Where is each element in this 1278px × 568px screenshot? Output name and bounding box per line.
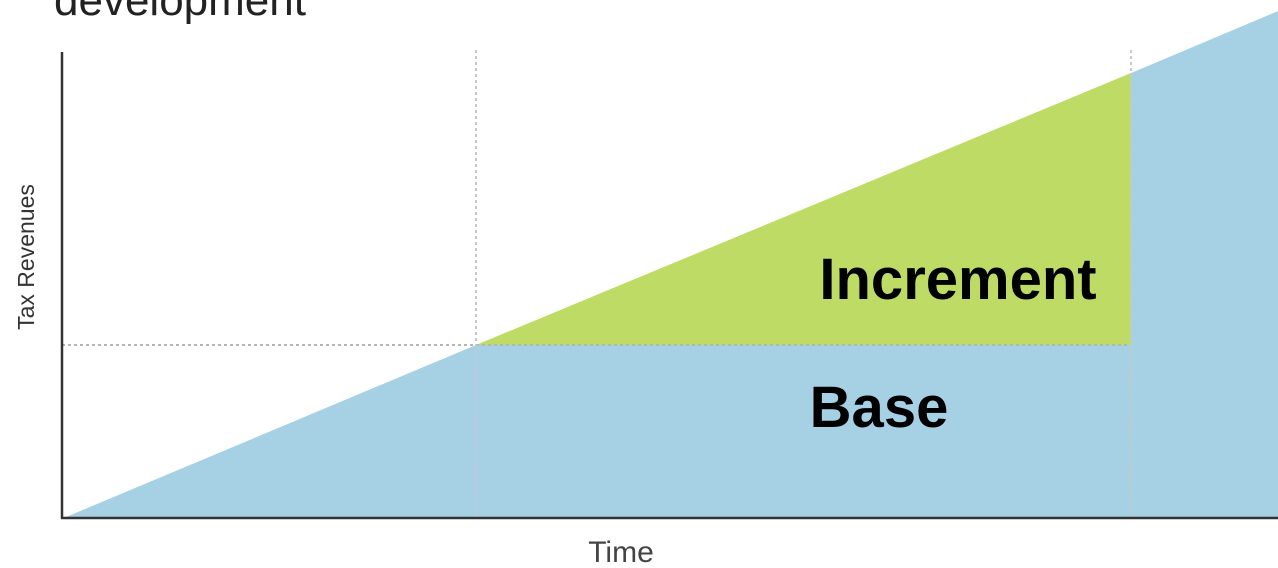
base-label: Base — [810, 375, 949, 440]
y-axis-label: Tax Revenues — [13, 184, 39, 330]
base-region — [66, 11, 1278, 517]
increment-region — [476, 73, 1131, 345]
x-axis-label: Time — [588, 536, 654, 568]
slide-title: development — [54, 0, 306, 25]
increment-label: Increment — [819, 247, 1096, 312]
